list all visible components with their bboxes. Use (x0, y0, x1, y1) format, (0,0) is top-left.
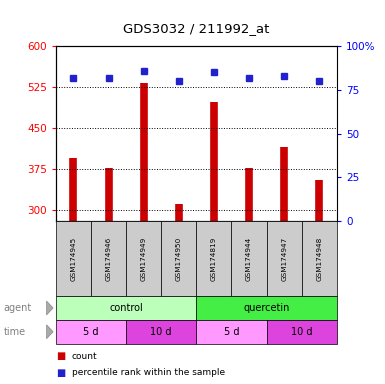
Text: GSM174944: GSM174944 (246, 237, 252, 281)
Text: GSM174949: GSM174949 (141, 237, 147, 281)
Text: count: count (72, 352, 98, 361)
Text: agent: agent (4, 303, 32, 313)
Text: 5 d: 5 d (224, 327, 239, 337)
Text: percentile rank within the sample: percentile rank within the sample (72, 368, 225, 377)
Text: GSM174948: GSM174948 (316, 237, 322, 281)
Text: ■: ■ (56, 351, 65, 361)
Text: GSM174819: GSM174819 (211, 237, 217, 281)
Text: GDS3032 / 211992_at: GDS3032 / 211992_at (123, 22, 270, 35)
Text: GSM174945: GSM174945 (70, 237, 76, 281)
Text: 10 d: 10 d (291, 327, 313, 337)
Text: GSM174947: GSM174947 (281, 237, 287, 281)
Text: 5 d: 5 d (83, 327, 99, 337)
Text: ■: ■ (56, 368, 65, 378)
Text: GSM174946: GSM174946 (105, 237, 112, 281)
Text: GSM174950: GSM174950 (176, 237, 182, 281)
Text: time: time (4, 327, 26, 337)
Text: control: control (109, 303, 143, 313)
Text: 10 d: 10 d (151, 327, 172, 337)
Text: quercetin: quercetin (243, 303, 290, 313)
